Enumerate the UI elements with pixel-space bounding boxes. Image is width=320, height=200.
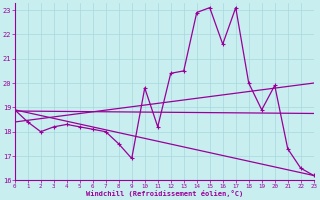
- X-axis label: Windchill (Refroidissement éolien,°C): Windchill (Refroidissement éolien,°C): [86, 190, 243, 197]
